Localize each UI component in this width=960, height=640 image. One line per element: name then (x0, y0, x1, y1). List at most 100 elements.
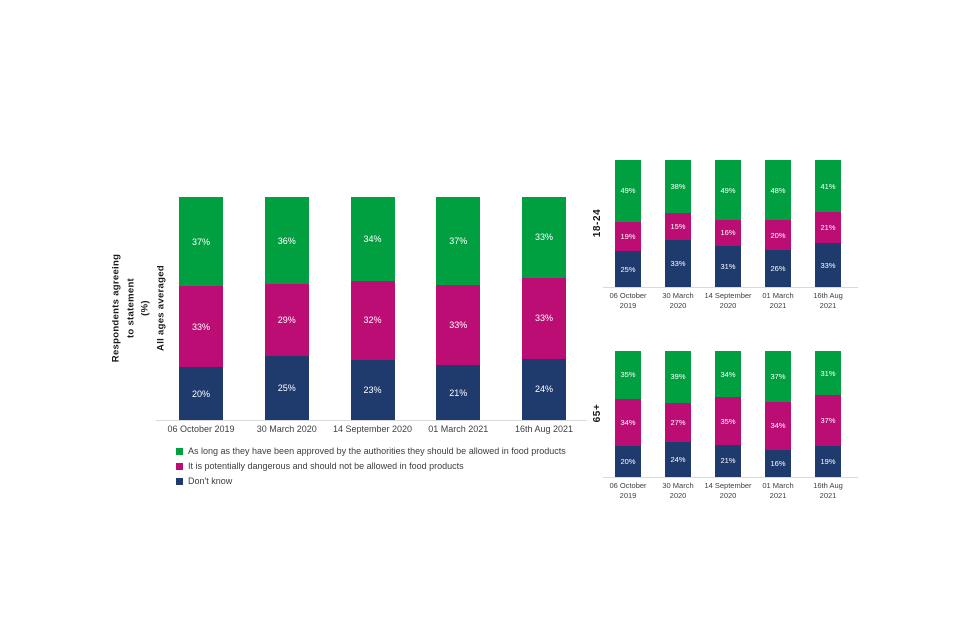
bar-segment-approved: 37% (436, 197, 481, 286)
bars-area: 37% 33% 20% 36% 29% 25% 34% 32% 23% 37% 33% 21% 33% 3… (160, 197, 586, 420)
y-axis-label-primary: Respondents agreeing to statement (%) (110, 253, 151, 363)
bar-segment-dangerous: 33% (179, 286, 223, 368)
legend-swatch-magenta (176, 462, 183, 470)
segment-value-label: 24% (534, 384, 553, 395)
segment-value-label: 34% (620, 417, 636, 427)
segment-value-label: 19% (820, 457, 836, 467)
segment-value-label: 37% (770, 372, 786, 382)
stacked-bar: 36% 29% 25% (264, 197, 309, 420)
bars-area: 49% 19% 25% 38% 15% 33% 49% 16% 31% 48% 20% 26% 41% 2… (610, 160, 850, 288)
x-tick-slot: 06 October 2019 (609, 291, 646, 311)
x-axis-tick-label: 14 September 2020 (704, 291, 752, 311)
bar-segment-approved: 41% (815, 160, 841, 213)
bar-segment-dont_know: 25% (615, 251, 641, 287)
bar-segment-dangerous: 33% (436, 285, 481, 366)
segment-value-label: 39% (670, 372, 686, 382)
x-axis-tick-label: 16th Aug 2021 (813, 291, 843, 311)
bar-segment-approved: 34% (715, 351, 741, 398)
segment-value-label: 33% (534, 232, 553, 243)
bar-segment-approved: 36% (264, 197, 309, 285)
legend: As long as they have been approved by th… (176, 446, 566, 486)
stacked-bar: 34% 35% 21% (715, 351, 741, 477)
segment-value-label: 33% (670, 258, 686, 268)
bar-segment-dont_know: 33% (815, 243, 841, 287)
segment-value-label: 25% (620, 264, 636, 274)
stacked-bar: 37% 33% 20% (179, 197, 223, 420)
group-label-text: 65+ (592, 403, 603, 423)
x-tick-slot: 16th Aug 2021 (813, 291, 843, 311)
x-axis-tick-label: 14 September 2020 (332, 424, 413, 434)
segment-value-label: 23% (363, 385, 382, 396)
bar-segment-approved: 35% (615, 351, 641, 399)
stacked-bar: 34% 32% 23% (350, 197, 395, 420)
bar-segment-dont_know: 21% (715, 444, 741, 477)
bar-segment-dont_know: 33% (665, 239, 691, 287)
stacked-bar: 41% 21% 33% (815, 160, 841, 287)
segment-value-label: 26% (770, 264, 786, 274)
x-tick-slot: 06 October 2019 (609, 481, 646, 501)
segment-value-label: 21% (820, 223, 836, 233)
legend-label: As long as they have been approved by th… (188, 446, 566, 456)
bar-segment-dont_know: 23% (350, 360, 395, 420)
x-axis-line (156, 420, 587, 421)
segment-value-label: 24% (670, 454, 686, 464)
legend-label: Don't know (188, 476, 233, 486)
x-tick-slot: 01 March 2021 (762, 481, 794, 501)
segment-value-label: 34% (770, 421, 786, 431)
x-tick-slot: 14 September 2020 (704, 481, 751, 501)
bar-segment-dont_know: 20% (179, 367, 223, 420)
bar-segment-approved: 33% (522, 197, 566, 278)
stacked-bar: 49% 16% 31% (715, 160, 741, 288)
stacked-bar: 33% 33% 24% (522, 197, 566, 420)
segment-value-label: 16% (720, 228, 736, 238)
segment-value-label: 29% (277, 315, 296, 326)
x-axis-tick-label: 14 September 2020 (704, 481, 752, 501)
segment-value-label: 21% (720, 456, 736, 466)
bar-segment-dangerous: 20% (765, 220, 791, 251)
stacked-bar: 35% 34% 20% (615, 351, 641, 477)
x-axis-tick-label: 16th Aug 2021 (514, 424, 574, 434)
x-axis-tick-label: 06 October 2019 (167, 424, 235, 434)
segment-value-label: 33% (191, 321, 210, 332)
bar-segment-dont_know: 31% (715, 245, 741, 288)
chart-18-24: 49% 19% 25% 38% 15% 33% 49% 16% 31% 48% 20% 26% 41% 2… (603, 160, 858, 310)
x-tick-slot: 30 March 2020 (662, 481, 694, 501)
legend-item-dont-know: Don't know (176, 476, 566, 486)
bar-segment-approved: 37% (179, 197, 223, 287)
legend-item-dangerous: It is potentially dangerous and should n… (176, 461, 566, 471)
x-tick-slot: 01 March 2021 (428, 424, 488, 434)
stacked-bar: 38% 15% 33% (665, 160, 691, 287)
bar-segment-approved: 39% (665, 351, 691, 403)
bar-segment-approved: 49% (715, 160, 741, 221)
bar-segment-dont_know: 16% (765, 449, 791, 477)
x-axis-tick-label: 16th Aug 2021 (813, 481, 843, 501)
bar-segment-dont_know: 25% (264, 356, 309, 420)
segment-value-label: 48% (770, 185, 786, 195)
bar-segment-approved: 34% (350, 197, 395, 281)
chart-65-plus: 35% 34% 20% 39% 27% 24% 34% 35% 21% 37% 34% 16% 31% 3… (603, 351, 858, 500)
segment-value-label: 20% (191, 388, 210, 399)
bar-segment-approved: 38% (665, 160, 691, 214)
x-axis-tick-label: 06 October 2019 (609, 291, 647, 311)
x-axis-tick-labels: 06 October 2019 30 March 2020 14 September… (609, 481, 850, 501)
x-axis-line (603, 477, 858, 478)
bar-segment-dangerous: 21% (815, 212, 841, 244)
segment-value-label: 33% (820, 260, 836, 270)
bar-segment-approved: 31% (815, 351, 841, 396)
x-axis-tick-label: 06 October 2019 (609, 481, 647, 501)
x-tick-slot: 16th Aug 2021 (813, 481, 843, 501)
x-axis-tick-label: 01 March 2021 (428, 424, 489, 434)
segment-value-label: 41% (820, 181, 836, 191)
segment-value-label: 19% (620, 231, 636, 241)
legend-label: It is potentially dangerous and should n… (188, 461, 464, 471)
x-axis-tick-labels: 06 October 2019 30 March 2020 14 September… (160, 424, 586, 434)
bar-segment-dangerous: 29% (264, 284, 309, 357)
x-axis-tick-label: 30 March 2020 (662, 291, 694, 311)
bar-segment-dangerous: 19% (615, 221, 641, 252)
stacked-bar: 49% 19% 25% (615, 160, 641, 287)
x-axis-tick-label: 01 March 2021 (762, 481, 794, 501)
x-axis-tick-label: 30 March 2020 (662, 481, 694, 501)
segment-value-label: 38% (670, 182, 686, 192)
segment-value-label: 37% (449, 236, 468, 247)
